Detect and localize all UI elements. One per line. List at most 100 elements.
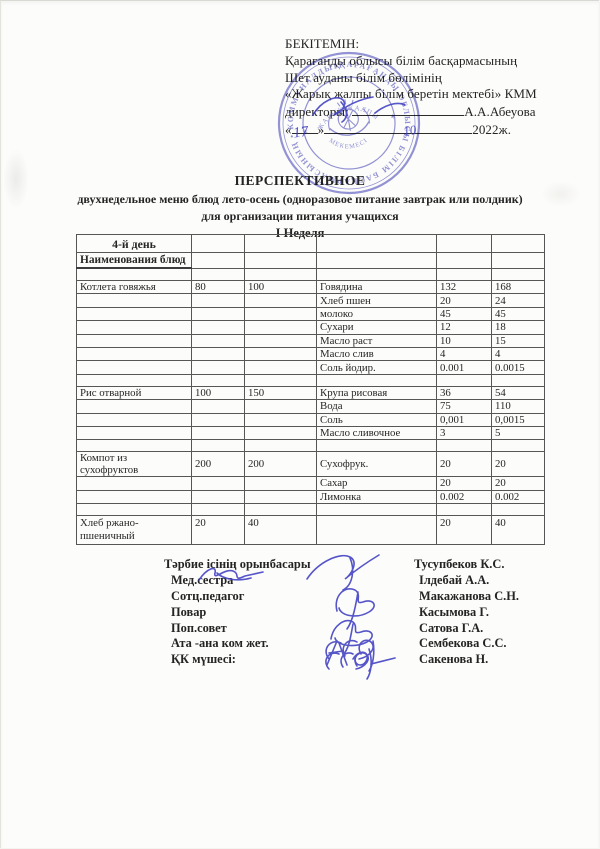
signature-row: Сотц.педагог Макажанова С.Н.	[164, 589, 564, 605]
table-cell: 4-й день	[76, 234, 192, 253]
table-cell: Соль	[316, 412, 437, 427]
signature-role: Повар	[171, 604, 207, 619]
title-line-2: двухнедельное меню блюд лето-осень (одно…	[77, 192, 523, 206]
table-cell	[76, 373, 192, 387]
table-cell	[316, 234, 437, 253]
signature-name: Макажанова С.Н.	[419, 588, 520, 603]
table-cell	[436, 373, 492, 387]
table-cell	[191, 333, 245, 348]
table-cell	[191, 267, 245, 281]
table-cell	[191, 293, 245, 308]
table-cell: 40	[244, 515, 317, 546]
table-cell: 100	[244, 279, 317, 295]
table-row	[76, 373, 545, 387]
signature-name: Сакенова Н.	[419, 652, 489, 667]
table-cell: Масло сливочное	[316, 425, 437, 441]
table-cell: 0.0015	[491, 360, 545, 375]
table-cell	[436, 234, 492, 253]
table-row	[76, 503, 545, 517]
signature-name: Сатова Г.А.	[419, 620, 484, 635]
table-cell: молоко	[316, 306, 437, 322]
table-cell: 0,001	[436, 412, 492, 427]
table-cell	[316, 439, 437, 453]
table-cell: 20	[491, 476, 545, 491]
table-cell	[191, 320, 245, 335]
table-cell	[244, 346, 317, 362]
table-cell: Котлета говяжья	[76, 279, 192, 295]
table-cell: 24	[491, 293, 545, 308]
table-cell: Масло слив	[316, 346, 437, 362]
table-cell	[76, 412, 192, 427]
table-cell	[76, 439, 192, 453]
table-cell	[436, 503, 492, 517]
table-cell	[244, 267, 317, 281]
table-cell	[244, 399, 317, 414]
table-cell	[244, 360, 317, 375]
table-row	[76, 267, 545, 281]
table-row	[76, 439, 545, 453]
signature-row: ҚК мүшесі: Сакенова Н.	[164, 652, 564, 668]
table-cell: Сахар	[316, 476, 437, 491]
table-cell: Вода	[316, 399, 437, 414]
title-line-1: ПЕРСПЕКТИВНОЕ	[234, 173, 366, 188]
table-cell	[244, 489, 317, 505]
table-cell	[244, 306, 317, 322]
table-row: Сахар 20 20	[76, 476, 545, 491]
table-cell: 18	[491, 320, 545, 335]
table-cell: 5	[491, 425, 545, 441]
signature-role: ҚК мүшесі:	[171, 652, 236, 667]
month-line	[324, 121, 473, 134]
table-cell	[244, 503, 317, 517]
table-row: Масло слив 4 4	[76, 346, 545, 362]
signature-row: Тәрбие ісінің орынбасары Тусупбеков К.С.	[164, 557, 564, 573]
table-cell: 20	[491, 451, 545, 478]
table-cell: 20	[436, 476, 492, 491]
table-cell	[76, 425, 192, 441]
table-cell	[76, 503, 192, 517]
table-row: молоко 45 45	[76, 306, 545, 322]
table-cell	[436, 267, 492, 281]
table-cell: 110	[491, 399, 545, 414]
table-cell	[316, 503, 437, 517]
table-cell: 0.002	[491, 489, 545, 505]
table-cell: Говядина	[316, 279, 437, 295]
table-cell: 4	[436, 346, 492, 362]
year-label: 2022ж.	[472, 121, 512, 137]
table-cell: 4	[491, 346, 545, 362]
approval-line: Қарағанды облысы білім басқармасының	[285, 52, 518, 68]
day-line	[291, 121, 318, 134]
table-row: 4-й день	[76, 234, 545, 253]
table-cell: Масло раст	[316, 333, 437, 348]
table-cell	[191, 306, 245, 322]
table-cell	[191, 425, 245, 441]
table-cell: 75	[436, 399, 492, 414]
director-label: директоры:	[285, 104, 349, 120]
signature-role: Ата -ана ком жет.	[171, 636, 269, 651]
signature-row: Повар Касымова Г.	[164, 605, 564, 621]
signature-name: Касымова Г.	[419, 604, 489, 619]
table-cell	[244, 439, 317, 453]
table-cell: 200	[191, 451, 245, 478]
table-cell	[76, 360, 192, 375]
quote-close: »	[317, 121, 325, 137]
table-cell	[244, 234, 317, 253]
signature-name: Сембекова С.С.	[419, 636, 507, 651]
table-cell	[491, 503, 545, 517]
table-cell	[436, 439, 492, 453]
signature-role: Мед.сестра	[171, 572, 234, 587]
table-cell	[76, 293, 192, 308]
table-row: Компот из сухофруктов 200 200 Сухофрук. 20 20	[76, 451, 545, 478]
table-row: Рис отварной 100 150 Крупа рисовая 36 54	[76, 385, 545, 401]
signature-role: Тәрбие ісінің орынбасары	[164, 557, 311, 571]
table-cell	[316, 373, 437, 387]
table-cell	[491, 234, 545, 253]
table-cell: Соль йодир.	[316, 360, 437, 375]
table-cell: 0.002	[436, 489, 492, 505]
signature-name: Тусупбеков К.С.	[414, 557, 505, 571]
table-cell: Крупа рисовая	[316, 385, 437, 401]
table-cell	[244, 373, 317, 387]
table-cell	[491, 373, 545, 387]
table-cell	[491, 267, 545, 281]
table-row: Хлеб пшен 20 24	[76, 293, 545, 308]
